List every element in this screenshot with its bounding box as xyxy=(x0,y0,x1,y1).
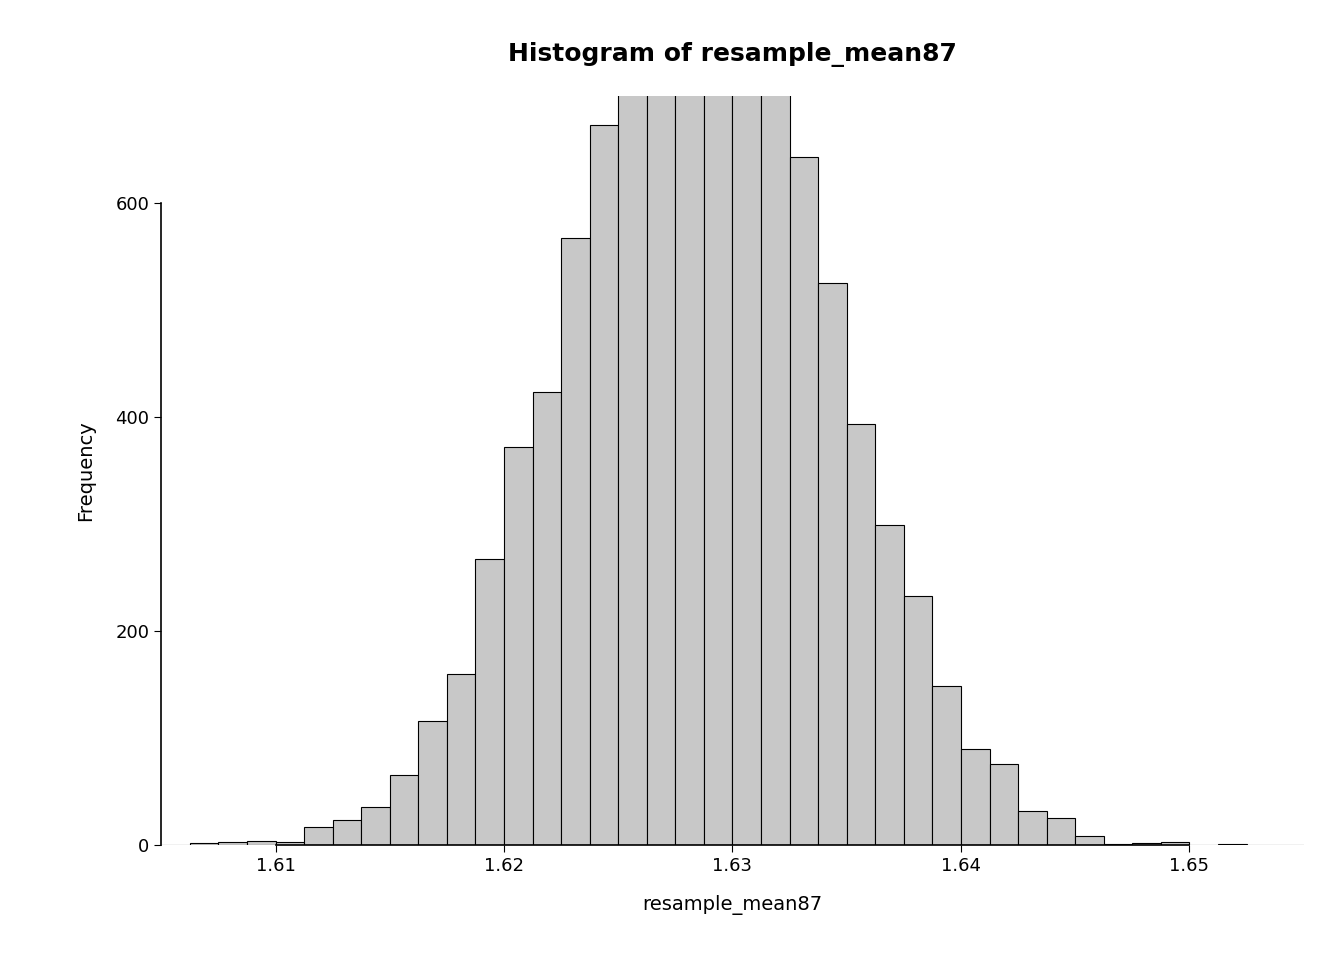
Bar xyxy=(1103,844,1133,845)
Bar xyxy=(875,525,903,845)
Bar xyxy=(1047,818,1075,845)
Bar xyxy=(418,721,446,845)
Bar xyxy=(1218,844,1246,845)
Bar xyxy=(190,843,219,845)
Bar xyxy=(646,23,676,845)
Bar xyxy=(933,686,961,845)
Title: Histogram of resample_mean87: Histogram of resample_mean87 xyxy=(508,42,957,67)
Bar xyxy=(390,776,418,845)
Bar xyxy=(304,827,333,845)
Bar xyxy=(532,393,562,845)
X-axis label: resample_mean87: resample_mean87 xyxy=(642,896,823,916)
Bar xyxy=(1019,810,1047,845)
Bar xyxy=(989,763,1019,845)
Bar xyxy=(448,674,476,845)
Bar xyxy=(247,841,276,845)
Bar xyxy=(276,842,304,845)
Bar xyxy=(476,559,504,845)
Bar xyxy=(362,807,390,845)
Bar xyxy=(618,47,646,845)
Bar xyxy=(504,446,532,845)
Bar xyxy=(818,283,847,845)
Bar xyxy=(675,0,704,845)
Bar xyxy=(790,157,818,845)
Bar xyxy=(704,0,732,845)
Bar xyxy=(847,424,875,845)
Bar xyxy=(732,0,761,845)
Bar xyxy=(961,749,989,845)
Bar xyxy=(590,125,618,845)
Bar xyxy=(1161,842,1189,845)
Y-axis label: Frequency: Frequency xyxy=(75,420,94,520)
Bar xyxy=(1075,836,1103,845)
Bar xyxy=(333,820,362,845)
Bar xyxy=(1132,843,1161,845)
Bar xyxy=(905,595,933,845)
Bar xyxy=(560,238,590,845)
Bar xyxy=(218,842,247,845)
Bar xyxy=(761,31,790,845)
